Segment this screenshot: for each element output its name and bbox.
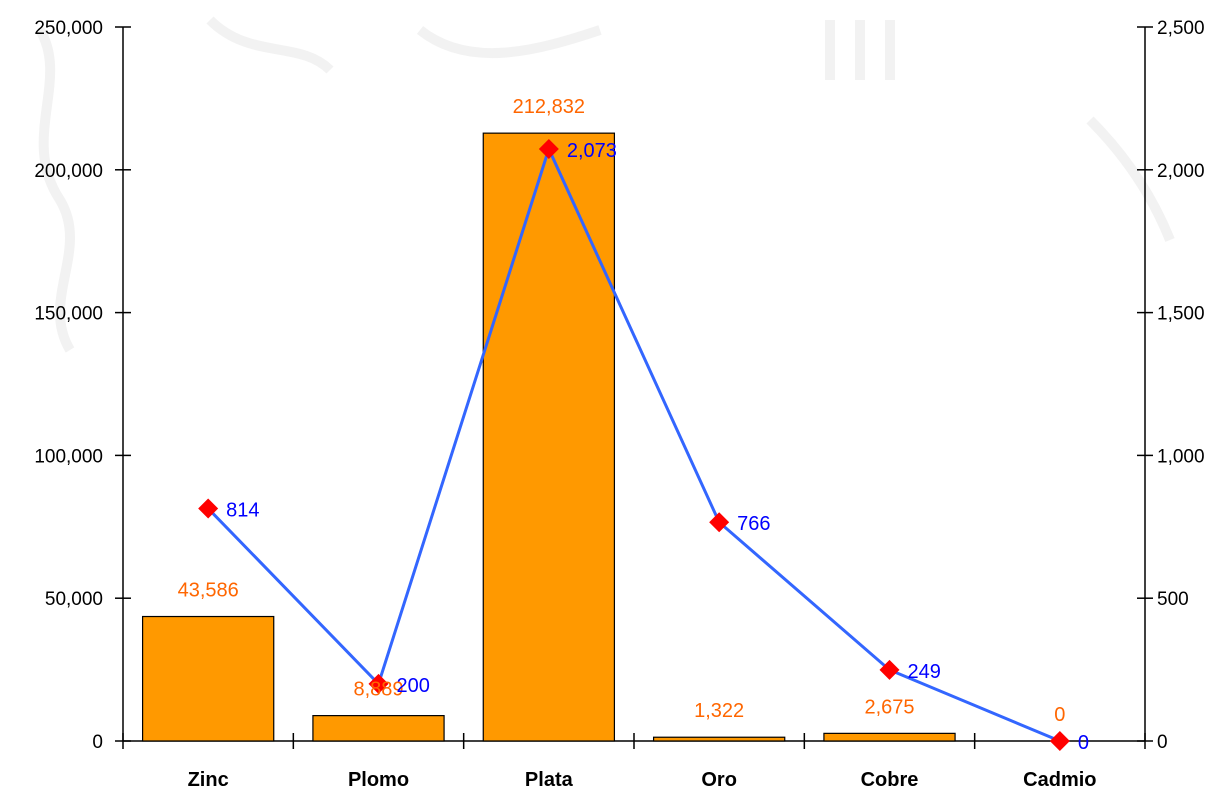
bar (823, 732, 956, 742)
bar (652, 736, 786, 742)
y-right-tick-label: 2,500 (1157, 18, 1205, 39)
line-value-label: 0 (1078, 732, 1089, 754)
y-left-tick-label: 250,000 (34, 18, 103, 39)
line-value-label: 814 (226, 500, 259, 522)
y-right-tick-label: 2,000 (1157, 161, 1205, 182)
bar-value-label: 2,675 (864, 696, 914, 718)
line-value-label: 766 (737, 513, 770, 535)
y-right-tick-label: 1,000 (1157, 446, 1205, 467)
x-tick-label: Oro (701, 769, 737, 791)
x-tick-label: Plata (525, 769, 574, 791)
bar-value-label: 212,832 (513, 96, 585, 118)
line-value-label: 249 (908, 661, 941, 683)
y-left-tick-label: 50,000 (45, 589, 103, 610)
y-left-tick-label: 200,000 (34, 161, 103, 182)
y-right-tick-label: 1,500 (1157, 304, 1205, 325)
watermark (35, 16, 1175, 353)
data-labels: 43,586 8,889 212,832 1,322 2,675 0 814 200 2,073… (178, 96, 1089, 754)
bar (141, 615, 275, 742)
y-left-tick-label: 0 (92, 732, 103, 753)
bar-series (141, 132, 956, 742)
line-marker (709, 512, 730, 533)
x-tick-label: Zinc (188, 769, 229, 791)
bar-value-label: 43,586 (178, 580, 239, 602)
bar (482, 132, 616, 742)
x-tick-label: Plomo (348, 769, 409, 791)
y-left-tick-label: 150,000 (34, 304, 103, 325)
y-right-tick-label: 0 (1157, 732, 1168, 753)
axes: 0 50,000 100,000 150,000 200,000 250,000 0 500 1… (34, 18, 1204, 791)
line-value-label: 2,073 (567, 140, 617, 162)
line-marker (879, 659, 900, 680)
bar-value-label: 8,889 (353, 679, 403, 701)
line-marker (368, 673, 389, 694)
x-tick-label: Cadmio (1023, 769, 1096, 791)
line-marker (538, 138, 559, 159)
line-marker (1049, 731, 1070, 751)
line-marker (198, 498, 219, 519)
y-right-tick-label: 500 (1157, 589, 1189, 610)
line-series (198, 138, 1070, 751)
line-value-label: 200 (397, 675, 430, 697)
series-line (207, 144, 1061, 743)
x-tick-label: Cobre (861, 769, 919, 791)
bar (312, 715, 445, 742)
bar-value-label: 0 (1054, 704, 1065, 726)
y-left-tick-label: 100,000 (34, 446, 103, 467)
bar-value-label: 1,322 (694, 700, 744, 722)
